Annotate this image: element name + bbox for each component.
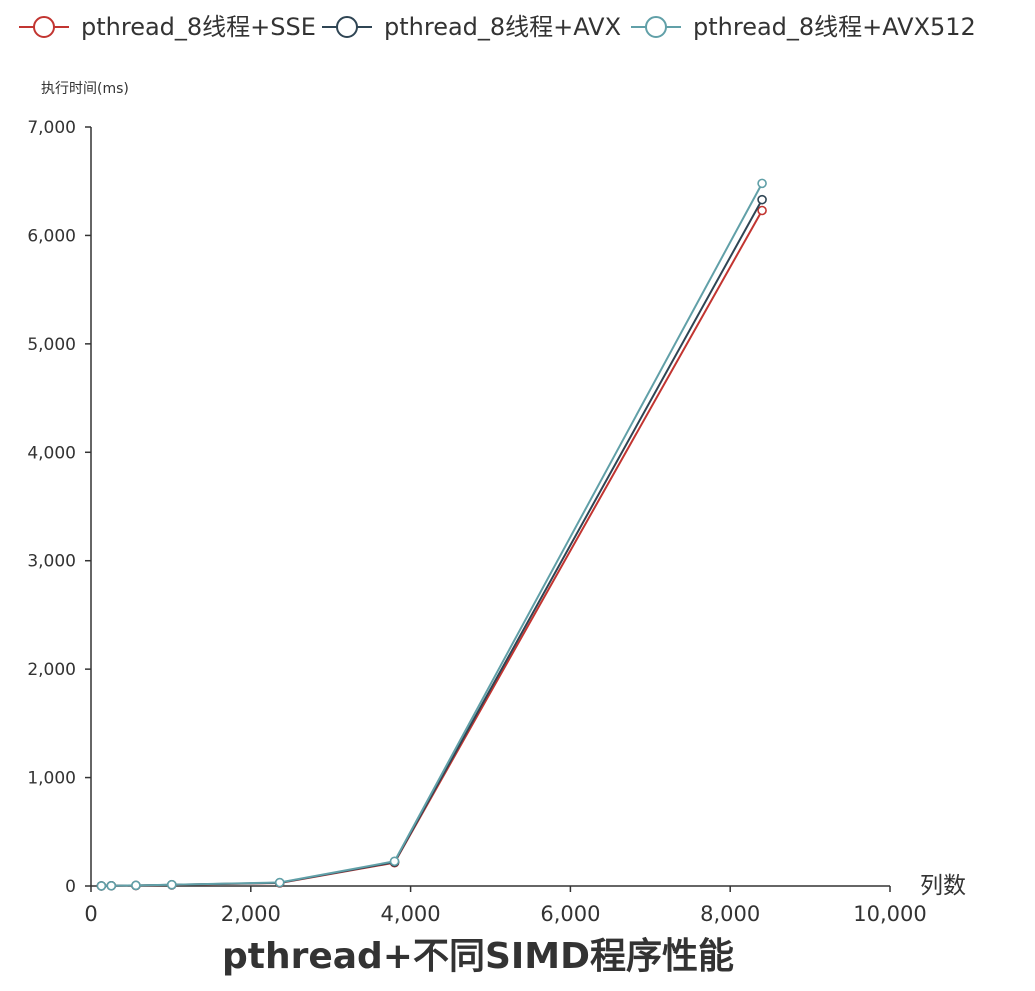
legend-label: pthread_8线程+AVX: [384, 13, 621, 41]
x-tick-label: 6,000: [540, 902, 600, 926]
data-point[interactable]: [757, 194, 767, 205]
legend-item[interactable]: pthread_8线程+AVX: [322, 13, 621, 41]
y-tick-label: 2,000: [27, 660, 76, 680]
chart-title: pthread+不同SIMD程序性能: [222, 936, 734, 977]
x-tick-label: 0: [84, 902, 97, 926]
legend-item[interactable]: pthread_8线程+AVX512: [631, 13, 976, 41]
legend-item[interactable]: pthread_8线程+SSE: [19, 13, 316, 41]
x-tick-label: 10,000: [853, 902, 926, 926]
y-tick-label: 3,000: [27, 552, 76, 572]
y-tick-label: 7,000: [27, 118, 76, 138]
legend-circle-icon: [33, 16, 55, 38]
y-axis: 0 1,000 2,000 3,000 4,000 5,000 6,000 7,000: [27, 118, 92, 897]
y-tick-label: 0: [65, 877, 76, 897]
series-line: [101, 182, 763, 887]
data-point[interactable]: [389, 856, 400, 867]
y-tick-label: 6,000: [27, 226, 76, 246]
legend-label: pthread_8线程+AVX512: [693, 13, 976, 41]
legend: pthread_8线程+SSE pthread_8线程+AVX pthread_8线…: [19, 13, 976, 41]
series-line: [101, 199, 763, 887]
y-tick-label: 5,000: [27, 335, 76, 355]
x-tick-label: 2,000: [221, 902, 281, 926]
legend-label: pthread_8线程+SSE: [81, 13, 316, 41]
y-tick-label: 1,000: [27, 769, 76, 789]
x-axis: 0 2,000 4,000 6,000 8,000 10,000: [84, 885, 927, 926]
legend-circle-icon: [336, 16, 358, 38]
y-tick-label: 4,000: [27, 443, 76, 463]
x-tick-label: 8,000: [700, 902, 760, 926]
y-axis-title: 执行时间(ms): [41, 81, 129, 97]
legend-circle-icon: [645, 16, 667, 38]
data-point[interactable]: [757, 178, 767, 189]
x-tick-label: 4,000: [381, 902, 441, 926]
series-line: [101, 209, 763, 887]
data-point[interactable]: [131, 880, 141, 891]
data-point[interactable]: [274, 877, 285, 888]
series-layer: [96, 178, 767, 891]
series-1: [96, 194, 767, 891]
series-0: [96, 205, 767, 891]
data-point[interactable]: [106, 880, 117, 891]
series-2: [96, 178, 767, 891]
data-point[interactable]: [166, 879, 177, 890]
data-point[interactable]: [757, 205, 767, 216]
x-axis-title: 列数: [920, 873, 966, 899]
data-point[interactable]: [96, 881, 107, 891]
